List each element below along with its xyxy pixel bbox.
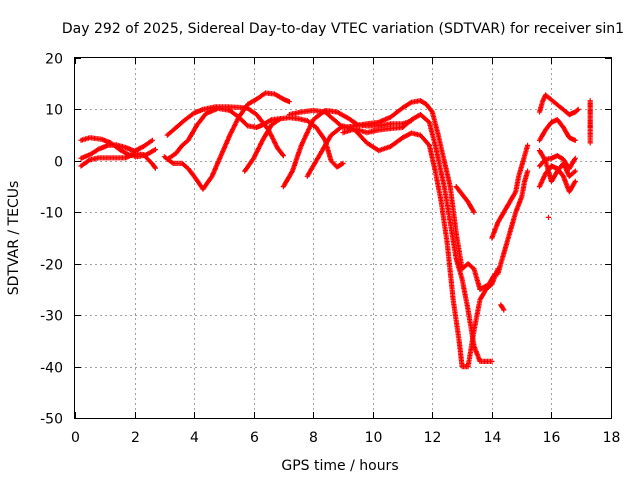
point-markers [78,137,155,161]
point-markers [495,168,531,277]
series-arc-n [495,168,531,277]
x-axis-label: GPS time / hours [281,458,398,474]
plot-frame [74,57,612,419]
point-markers [286,98,498,292]
series-arc-b [78,137,155,161]
y-tick-labels: 20 10 0 -10 -20 -30 -40 -50 [40,52,63,428]
x-tick-label: 18 [603,430,621,446]
x-tick-label: 16 [543,430,561,446]
x-tick-label: 12 [424,430,442,446]
y-tick-label: -40 [40,361,63,377]
grid-lines [75,58,611,418]
x-tick-label: 14 [484,430,502,446]
chart-title: Day 292 of 2025, Sidereal Day-to-day VTE… [62,21,624,37]
point-markers [340,112,495,364]
point-markers [545,98,593,220]
x-tick-label: 10 [365,430,383,446]
series-arc-o [498,302,507,313]
x-tick-label: 6 [250,430,259,446]
series-arc-q [536,153,578,172]
point-markers [536,163,578,195]
point-markers [304,123,501,370]
point-markers [536,153,578,172]
x-tick-label: 4 [190,430,199,446]
series-arc-h [280,107,415,190]
series-arc-l [453,184,477,215]
point-markers [161,90,292,192]
series-arc-r [536,163,578,195]
point-markers [498,302,507,313]
x-tick-label: 8 [309,430,318,446]
series-arc-i [286,98,498,292]
series-arc-j [304,123,501,370]
point-markers [536,117,578,143]
y-tick-label: -10 [40,206,63,222]
series-arc-c [78,151,158,171]
axis-ticks [75,58,612,419]
y-tick-label: 20 [45,52,63,68]
y-tick-label: -30 [40,309,63,325]
y-tick-label: -50 [40,412,63,428]
point-markers [453,184,477,215]
y-tick-label: 0 [54,155,63,171]
point-markers [536,92,581,118]
x-tick-labels: 0 2 4 6 8 10 12 14 16 18 [71,430,620,446]
data-points [78,90,593,370]
series-arc-m [489,142,531,241]
point-markers [280,107,415,190]
y-axis-label: SDTVAR / TECUs [6,181,22,296]
series-arc-t [536,92,581,118]
series-arc-f [161,90,292,192]
series-arc-u [545,98,593,220]
y-tick-label: 10 [45,103,63,119]
y-tick-label: -20 [40,258,63,274]
point-markers [78,151,158,171]
x-tick-label: 2 [131,430,140,446]
series-arc-k [340,112,495,364]
x-tick-label: 0 [71,430,80,446]
series-arc-s [536,117,578,143]
point-markers [489,142,531,241]
